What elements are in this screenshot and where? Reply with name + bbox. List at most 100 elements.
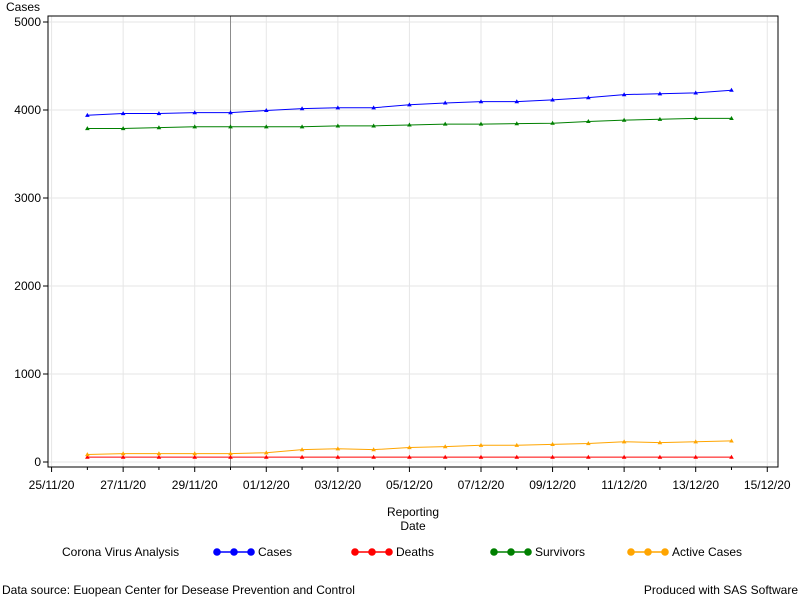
data-point <box>586 95 591 100</box>
data-point <box>693 439 698 444</box>
data-point <box>514 454 520 459</box>
data-point <box>478 442 484 447</box>
series-survivors <box>85 115 734 131</box>
x-axis: 25/11/20 27/11/20 29/11/20 01/12/20 03/12/20… <box>29 467 791 492</box>
data-point <box>371 105 376 110</box>
data-point <box>729 454 734 459</box>
data-point <box>442 100 448 105</box>
data-point <box>85 112 90 117</box>
y-axis-title: Cases <box>6 0 40 14</box>
software-credit: Produced with SAS Software <box>643 583 798 597</box>
legend-label: Deaths <box>396 545 434 559</box>
data-point <box>407 445 412 450</box>
data-point <box>228 454 233 459</box>
data-point <box>156 451 162 456</box>
data-point <box>550 454 555 459</box>
data-point <box>371 123 376 128</box>
data-point <box>550 97 555 102</box>
legend-item: Cases <box>213 545 292 559</box>
data-point <box>478 121 484 126</box>
data-point <box>442 444 448 449</box>
y-tick-label: 0 <box>34 455 41 469</box>
legend-item: Deaths <box>351 545 434 559</box>
data-point <box>586 454 591 459</box>
x-axis-title-line2: Date <box>400 519 426 533</box>
data-point <box>335 446 341 451</box>
y-tick-label: 2000 <box>14 279 41 293</box>
data-point <box>299 124 305 129</box>
plot-area-frame <box>47 15 779 468</box>
legend-item: Active Cases <box>627 545 742 559</box>
x-axis-title-line1: Reporting <box>387 505 439 519</box>
data-point <box>228 110 233 115</box>
data-point <box>371 454 376 459</box>
data-point <box>156 454 162 459</box>
data-point <box>192 124 198 129</box>
legend-label: Survivors <box>535 545 585 559</box>
data-point <box>514 442 520 447</box>
data-point <box>478 99 484 104</box>
y-axis: 0 1000 2000 3000 4000 5000 <box>14 15 48 469</box>
series-group <box>85 87 734 459</box>
legend-swatch-marker <box>247 548 255 556</box>
legend-title: Corona Virus Analysis <box>62 545 179 559</box>
legend-item: Survivors <box>490 545 585 559</box>
data-point <box>228 451 233 456</box>
data-point <box>156 125 162 130</box>
data-point <box>729 438 734 443</box>
data-point <box>550 120 555 125</box>
data-point <box>192 454 198 459</box>
data-point <box>586 119 591 124</box>
data-point <box>120 111 126 116</box>
x-tick-label: 01/12/20 <box>243 478 290 492</box>
data-point <box>228 124 233 129</box>
data-point <box>299 106 305 111</box>
data-point <box>407 122 412 127</box>
data-point <box>407 454 412 459</box>
data-point <box>85 126 90 131</box>
y-tick-label: 5000 <box>14 15 41 29</box>
legend-label: Cases <box>258 545 292 559</box>
data-point <box>371 447 376 452</box>
data-point <box>693 454 698 459</box>
series-cases <box>85 87 734 117</box>
data-point <box>621 117 627 122</box>
data-point <box>550 442 555 446</box>
data-point <box>120 454 126 459</box>
grid-lines <box>48 16 778 467</box>
x-tick-label: 05/12/20 <box>386 478 433 492</box>
data-point <box>263 108 269 113</box>
legend-swatch-marker <box>368 548 376 556</box>
data-point <box>657 91 663 96</box>
data-point <box>299 447 305 452</box>
data-point <box>299 454 305 459</box>
data-point <box>729 87 734 92</box>
data-point <box>693 115 698 120</box>
x-tick-label: 03/12/20 <box>314 478 361 492</box>
data-point <box>729 115 734 120</box>
data-point <box>621 439 627 444</box>
legend-swatch-marker <box>627 548 635 556</box>
legend-swatch-marker <box>507 548 515 556</box>
legend-swatch-marker <box>661 548 669 556</box>
data-source-note: Data source: Euopean Center for Desease … <box>2 583 355 597</box>
legend-swatch-marker <box>490 548 498 556</box>
x-tick-label: 25/11/20 <box>29 478 75 492</box>
data-point <box>442 121 448 126</box>
legend-swatch-marker <box>644 548 652 556</box>
x-tick-label: 09/12/20 <box>529 478 576 492</box>
y-tick-label: 1000 <box>14 367 41 381</box>
legend-swatch-marker <box>385 548 393 556</box>
data-point <box>192 110 198 115</box>
data-point <box>156 111 162 116</box>
x-tick-label: 27/11/20 <box>100 478 146 492</box>
series-active-cases <box>85 438 734 457</box>
data-point <box>120 451 126 456</box>
legend-swatch-marker <box>213 548 221 556</box>
x-tick-label: 11/12/20 <box>601 478 647 492</box>
data-point <box>657 440 663 445</box>
data-point <box>478 454 484 459</box>
data-point <box>192 451 198 456</box>
data-point <box>442 454 448 459</box>
